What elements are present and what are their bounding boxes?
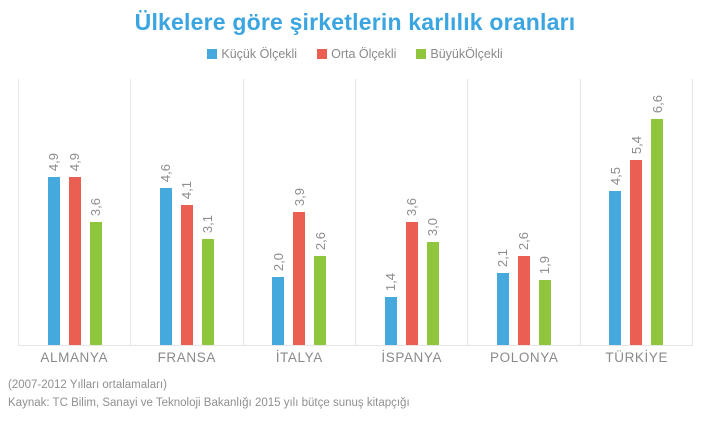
bar [68, 177, 81, 345]
bar-group: 4,6 4,1 3,1 [130, 79, 242, 345]
bar-group: 4,9 4,9 3,6 [18, 79, 130, 345]
bar-column: 2,6 [313, 232, 328, 345]
bar-column: 1,4 [383, 273, 398, 345]
legend-label: BüyükÖlçekli [430, 46, 503, 61]
bar [89, 221, 102, 345]
bar-value-label: 1,9 [537, 255, 553, 274]
bar-value-label: 3,6 [404, 197, 420, 216]
category-label: İTALYA [275, 350, 323, 365]
bar-value-label: 4,1 [179, 180, 195, 199]
category-label: POLONYA [490, 350, 559, 365]
bar-column: 3,0 [425, 218, 440, 345]
legend-swatch-red-icon [317, 48, 328, 59]
bar-value-label: 1,4 [383, 273, 399, 292]
bar-column: 3,1 [200, 215, 215, 345]
legend-label: Küçük Ölçekli [221, 46, 298, 61]
bar [538, 280, 551, 345]
bar [293, 211, 306, 345]
bar-value-label: 3,9 [291, 187, 307, 206]
legend-item-kucuk-olcekli: Küçük Ölçekli [207, 47, 297, 61]
bar-column: 6,6 [650, 95, 665, 345]
bar-column: 3,6 [404, 198, 419, 345]
legend-item-orta-olcekli: Orta Ölçekli [317, 47, 396, 61]
chart-title: Ülkelere göre şirketlerin karlılık oranl… [134, 9, 576, 35]
bar-value-label: 2,1 [495, 249, 511, 268]
bar [517, 256, 530, 345]
bar [426, 242, 439, 345]
bar-value-label: 4,5 [607, 167, 623, 186]
footnotes: (2007-2012 Yılları ortalamaları) Kaynak:… [8, 376, 710, 412]
bar-group: 2,0 3,9 2,6 [242, 79, 355, 345]
bar-column: 2,0 [271, 253, 286, 345]
bar [272, 276, 285, 345]
bar [630, 160, 643, 345]
bar-value-label: 4,9 [67, 153, 83, 172]
bar-column: 4,9 [67, 153, 82, 345]
category-axis: ALMANYA FRANSA İTALYA İSPANYA POLONYA TÜRKİYE [18, 346, 693, 369]
bar [314, 256, 327, 345]
bar-group: 2,1 2,6 1,9 [467, 79, 579, 345]
bar-column: 5,4 [629, 136, 644, 345]
bar-group: 4,5 5,4 6,6 [579, 79, 693, 345]
bar-value-label: 2,6 [312, 232, 328, 251]
bar-column: 2,1 [495, 249, 510, 345]
bar-value-label: 3,6 [88, 197, 104, 216]
bar-column: 2,6 [516, 232, 531, 345]
plot-area: 4,9 4,9 3,6 4,6 4,1 3,1 2,0 3,9 2,6 1,4 3,6 3,0 2,1 2… [18, 79, 693, 346]
category-label: İSPANYA [381, 350, 443, 365]
footnote-source: Kaynak: TC Bilim, Sanayi ve Teknoloji Ba… [8, 397, 410, 409]
category-label: TÜRKİYE [605, 350, 669, 365]
category-label: ALMANYA [40, 350, 109, 365]
bar-column: 3,6 [88, 198, 103, 345]
bar [159, 187, 172, 345]
bar [651, 119, 664, 345]
legend-swatch-green-icon [416, 48, 427, 59]
bar-column: 4,5 [608, 167, 623, 345]
bar-column: 1,9 [537, 256, 552, 345]
bar-column: 3,9 [292, 188, 307, 345]
bar-group: 1,4 3,6 3,0 [354, 79, 467, 345]
bar-value-label: 4,9 [46, 153, 62, 172]
legend-item-buyuk-olcekli: BüyükÖlçekli [416, 46, 503, 61]
bar-column: 4,9 [46, 153, 61, 345]
bar [609, 191, 622, 345]
bar [47, 177, 60, 345]
bar [201, 239, 214, 345]
bar-value-label: 2,0 [270, 252, 286, 271]
legend-swatch-blue-icon [207, 48, 218, 59]
bar-value-label: 4,6 [158, 163, 174, 182]
bar-value-label: 6,6 [649, 95, 665, 114]
category-label: FRANSA [157, 350, 216, 365]
bar-value-label: 3,0 [425, 218, 441, 237]
bar [384, 297, 397, 345]
bar-value-label: 5,4 [628, 136, 644, 155]
legend-label: Orta Ölçekli [331, 46, 397, 61]
bar [496, 273, 509, 345]
bar-column: 4,6 [158, 164, 173, 345]
bar-value-label: 3,1 [200, 214, 216, 233]
bar-column: 4,1 [179, 181, 194, 345]
chart-legend: Küçük Ölçekli Orta Ölçekli BüyükÖlçekli [0, 46, 710, 61]
bar [180, 204, 193, 345]
footnote-years: (2007-2012 Yılları ortalamaları) [8, 379, 167, 391]
bar [405, 221, 418, 345]
bar-value-label: 2,6 [516, 232, 532, 251]
